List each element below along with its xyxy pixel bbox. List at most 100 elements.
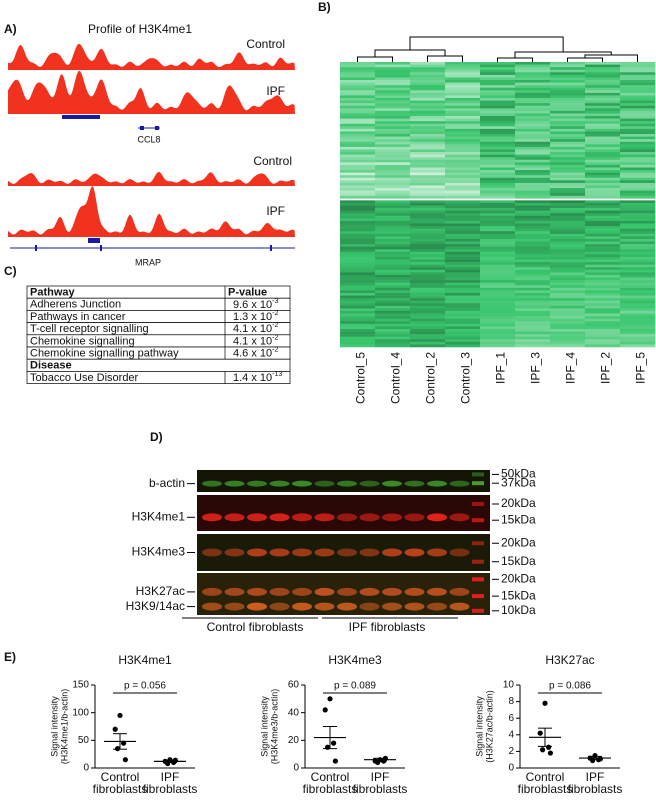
heatmap-cell (550, 185, 586, 189)
heatmap-cell (340, 249, 376, 253)
data-point (540, 747, 546, 753)
heatmap-cell (515, 126, 551, 130)
heatmap-cell (620, 287, 656, 291)
data-point (547, 750, 554, 756)
heatmap-cell (445, 154, 481, 158)
heatmap-cell (445, 298, 481, 301)
heatmap-cell (340, 123, 376, 127)
blot-band (404, 480, 425, 487)
blot-band (427, 513, 447, 522)
heatmap-cell (550, 274, 586, 278)
heatmap-cell (515, 92, 551, 96)
heatmap-cell (375, 344, 411, 348)
heatmap-cell (550, 310, 586, 314)
track-label: IPF (266, 204, 285, 218)
heatmap-cell (515, 205, 551, 209)
heatmap-cell (340, 331, 376, 335)
heatmap-cell (480, 249, 516, 253)
heatmap-cell (585, 154, 621, 158)
heatmap-cell (620, 141, 656, 145)
heatmap-cell (550, 62, 586, 65)
p-value: 4.1 x 10 (233, 323, 272, 335)
heatmap-cell (410, 87, 446, 91)
heatmap-cell (375, 144, 411, 148)
heatmap-cell (375, 295, 411, 299)
heatmap-cell (550, 188, 586, 191)
heatmap-cell (480, 274, 516, 278)
heatmap-cell (585, 282, 621, 286)
heatmap-cell (585, 136, 621, 140)
marker-label: 50kDa (501, 467, 536, 481)
heatmap-cell (585, 321, 621, 325)
heatmap-cell (410, 300, 446, 304)
heatmap-cell (410, 208, 446, 211)
heatmap-cell (375, 213, 411, 217)
heatmap-cell (620, 290, 656, 294)
heatmap-cell (585, 131, 621, 135)
heatmap-cell (375, 290, 411, 294)
blot-band (314, 602, 335, 611)
heatmap-cell (550, 113, 586, 117)
heatmap-cell (480, 131, 516, 135)
heatmap-cell (410, 136, 446, 140)
heatmap-cell (340, 208, 376, 211)
heatmap-cell (410, 159, 446, 163)
x-tick-label: IPF (586, 770, 605, 784)
heatmap-cell (480, 285, 516, 289)
heatmap-cell (340, 310, 376, 314)
heatmap-cell (585, 116, 621, 119)
heatmap-cell (480, 105, 516, 109)
heatmap-cell (480, 236, 516, 240)
heatmap-cell (375, 128, 411, 132)
heatmap-cell (515, 190, 551, 194)
heatmap-cell (340, 103, 376, 107)
heatmap-cell (515, 67, 551, 71)
heatmap-cell (410, 215, 446, 219)
heatmap-cell (375, 262, 411, 265)
y-tick-label: 6 (508, 713, 514, 724)
x-tick-label: fibroblasts (568, 782, 623, 796)
heatmap-cell (340, 195, 376, 199)
blot (197, 495, 490, 531)
heatmap-cell (340, 238, 376, 242)
heatmap-cell (585, 308, 621, 312)
heatmap-cell (410, 202, 446, 206)
heatmap-cell (445, 202, 481, 206)
heatmap-cell (445, 256, 481, 260)
heatmap-cell (410, 218, 446, 222)
heatmap-cell (410, 170, 446, 173)
heatmap-cell (340, 341, 376, 345)
heatmap-cell (480, 126, 516, 130)
blot-band (449, 548, 470, 557)
heatmap-cell (620, 228, 656, 232)
heatmap-cell (340, 77, 376, 81)
heatmap-cell (585, 72, 621, 76)
heatmap-cell (480, 208, 516, 211)
heatmap-cell (620, 167, 656, 171)
chart-title: H3K4me1 (118, 653, 172, 667)
heatmap-cell (515, 321, 551, 325)
heatmap-cell (340, 200, 376, 204)
heatmap-cell (585, 82, 621, 86)
heatmap-cell (410, 95, 446, 99)
heatmap-cell (375, 256, 411, 260)
blot-band (224, 548, 245, 557)
heatmap-cell (480, 318, 516, 322)
heatmap-cell (480, 164, 516, 168)
heatmap-cell (550, 157, 586, 161)
heatmap-cell (550, 295, 586, 299)
heatmap-cell (445, 149, 481, 153)
heatmap-cell (585, 182, 621, 186)
y-tick-label: 40 (288, 707, 300, 718)
heatmap-cell (550, 259, 586, 263)
heatmap-cell (515, 274, 551, 278)
heatmap-cell (620, 298, 656, 301)
heatmap-cell (445, 193, 481, 197)
heatmap-cell (375, 82, 411, 86)
heatmap-cell (515, 85, 551, 89)
table-cell: 4.1 x 10-2 (233, 322, 278, 335)
heatmap-cell (550, 280, 586, 283)
heatmap-cell (620, 272, 656, 276)
heatmap-cell (340, 121, 376, 125)
heatmap-cell (620, 87, 656, 91)
